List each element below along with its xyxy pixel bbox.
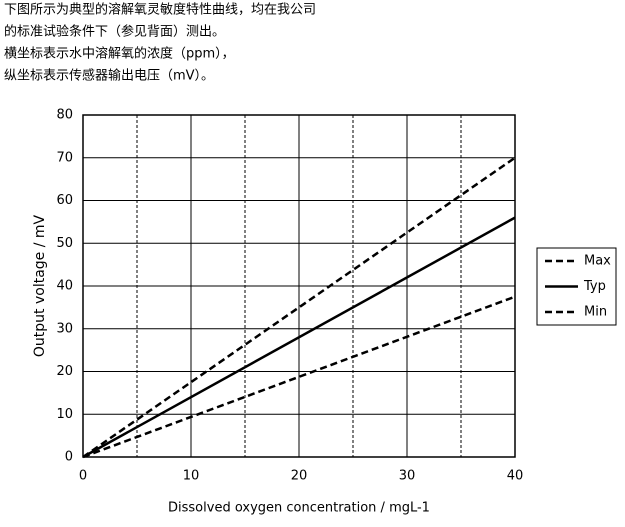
intro-line: 的标准试验条件下（参见背面）测出。 — [4, 24, 225, 40]
y-tick-label: 20 — [56, 364, 73, 379]
x-tick-label: 30 — [399, 469, 416, 484]
intro-line: 横坐标表示水中溶解氧的浓度（ppm）， — [4, 46, 235, 62]
x-tick-label: 40 — [507, 469, 524, 484]
y-tick-label: 50 — [56, 236, 73, 251]
y-tick-label: 80 — [56, 108, 73, 123]
legend-label: Max — [584, 254, 611, 269]
y-tick-label: 10 — [56, 407, 73, 422]
x-axis-label: Dissolved oxygen concentration / mgL-1 — [168, 501, 430, 516]
y-tick-label: 40 — [56, 279, 73, 294]
y-tick-label: 70 — [56, 150, 73, 165]
plot-frame — [82, 114, 516, 458]
y-tick-label: 30 — [56, 321, 73, 336]
x-tick-label: 0 — [79, 469, 87, 484]
series-line — [82, 216, 516, 459]
intro-line: 下图所示为典型的溶解氧灵敏度特性曲线，均在我公司 — [4, 2, 316, 18]
intro-line: 纵坐标表示传感器输出电压（mV）。 — [4, 68, 214, 84]
y-axis-label: Output voltage / mV — [32, 214, 48, 357]
legend-label: Min — [584, 305, 607, 320]
legend-label: Typ — [583, 279, 606, 294]
x-tick-label: 10 — [183, 469, 200, 484]
y-tick-label: 60 — [56, 193, 73, 208]
x-tick-label: 20 — [291, 469, 308, 484]
y-tick-label: 0 — [65, 450, 73, 465]
